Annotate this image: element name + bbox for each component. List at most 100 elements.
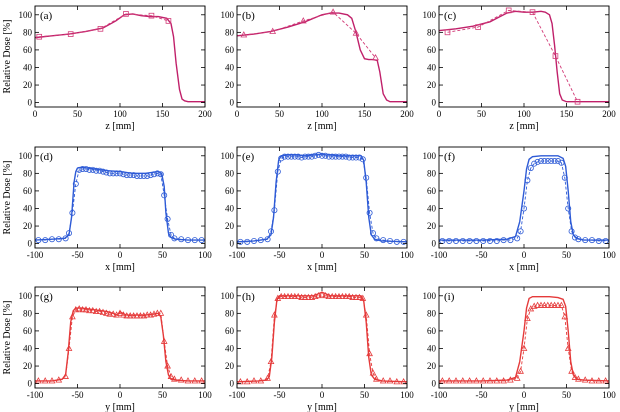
x-tick-label: 50: [360, 390, 370, 400]
data-point: [575, 236, 582, 243]
data-point: [291, 292, 299, 300]
data-point: [299, 17, 307, 24]
x-axis-label: x [mm]: [105, 262, 135, 273]
data-point: [312, 152, 319, 159]
data-point: [537, 301, 545, 308]
data-point: [165, 18, 172, 24]
data-point: [551, 301, 558, 308]
data-point: [120, 171, 127, 178]
x-tick-label: 200: [400, 109, 414, 119]
data-point: [459, 377, 467, 384]
data-point: [356, 154, 363, 161]
data-point: [35, 377, 42, 384]
data-point: [191, 377, 199, 384]
data-point: [561, 313, 569, 320]
data-point: [269, 27, 277, 34]
x-axis-label: z [mm]: [307, 121, 336, 132]
y-tick-label: 40: [225, 62, 235, 72]
data-point: [89, 166, 96, 173]
data-point: [466, 377, 473, 384]
series-calculated-line: [237, 12, 407, 103]
data-point: [524, 177, 531, 184]
series-calculated-line: [237, 291, 407, 383]
y-tick-label: 0: [432, 239, 437, 249]
y-tick-label: 80: [23, 168, 33, 178]
x-axis-label: y [mm]: [105, 402, 135, 412]
data-point: [380, 237, 387, 244]
data-point: [473, 377, 480, 384]
data-point: [558, 301, 565, 308]
y-tick-label: 100: [221, 10, 235, 20]
data-point: [475, 24, 481, 30]
data-point: [106, 170, 113, 177]
data-point: [517, 367, 524, 374]
data-point: [581, 376, 589, 383]
data-point: [493, 377, 501, 384]
y-tick-label: 80: [225, 27, 235, 37]
data-point: [486, 377, 494, 384]
data-point: [48, 377, 56, 384]
data-point: [89, 306, 97, 314]
data-point: [83, 165, 90, 172]
x-tick-label: -50: [476, 390, 488, 400]
data-point: [36, 33, 43, 40]
series-calculated-line: [439, 10, 609, 103]
data-point: [161, 192, 168, 199]
x-tick-label: -50: [72, 250, 84, 260]
data-point: [356, 293, 363, 300]
y-tick-label: 40: [225, 343, 235, 353]
data-point: [103, 169, 110, 176]
x-tick-label: 0: [118, 390, 123, 400]
data-point: [67, 31, 74, 37]
data-point: [349, 293, 356, 300]
data-point: [444, 29, 451, 36]
y-tick-label: 60: [427, 45, 437, 55]
x-tick-label: 50: [275, 109, 285, 119]
plot-frame: [236, 146, 408, 249]
data-point: [284, 292, 292, 300]
y-tick-label: 20: [427, 221, 437, 231]
y-tick-label: 40: [427, 203, 437, 213]
data-point: [97, 26, 104, 32]
data-point: [96, 167, 103, 174]
data-point: [393, 238, 400, 245]
data-point: [130, 312, 137, 319]
y-tick-label: 40: [427, 62, 437, 72]
series-measured-line: [38, 168, 202, 241]
panel-label: (e): [242, 151, 255, 163]
data-point: [86, 306, 93, 314]
data-point: [359, 294, 367, 301]
data-point: [167, 372, 175, 379]
data-point: [602, 377, 609, 384]
data-point: [329, 153, 336, 160]
x-tick-label: 100: [113, 109, 127, 119]
data-point: [541, 301, 548, 308]
data-point: [565, 205, 572, 212]
data-point: [445, 377, 453, 384]
data-point: [564, 344, 572, 351]
data-point: [42, 237, 49, 244]
x-tick-label: 0: [320, 390, 325, 400]
x-tick-label: 100: [602, 250, 616, 260]
y-tick-label: 100: [423, 291, 437, 301]
x-tick-label: -50: [476, 250, 488, 260]
series-measured-line: [243, 11, 376, 59]
data-point: [534, 158, 541, 165]
data-point: [123, 312, 131, 319]
series-measured-line: [442, 304, 606, 382]
data-point: [544, 158, 551, 165]
data-point: [106, 310, 114, 317]
panel-b: 0 50 100 150 200 0 20 40 60 80 100 z [mm] (b): [221, 5, 414, 132]
data-point: [346, 154, 353, 161]
x-tick-label: 100: [400, 390, 414, 400]
data-point: [75, 305, 83, 312]
y-tick-label: 80: [427, 308, 437, 318]
data-point: [294, 292, 302, 300]
data-point: [352, 154, 359, 161]
data-point: [150, 171, 157, 178]
y-tick-label: 20: [225, 361, 235, 371]
y-tick-label: 80: [23, 308, 33, 318]
data-point: [100, 168, 107, 175]
data-point: [126, 312, 134, 319]
data-point: [109, 310, 117, 317]
